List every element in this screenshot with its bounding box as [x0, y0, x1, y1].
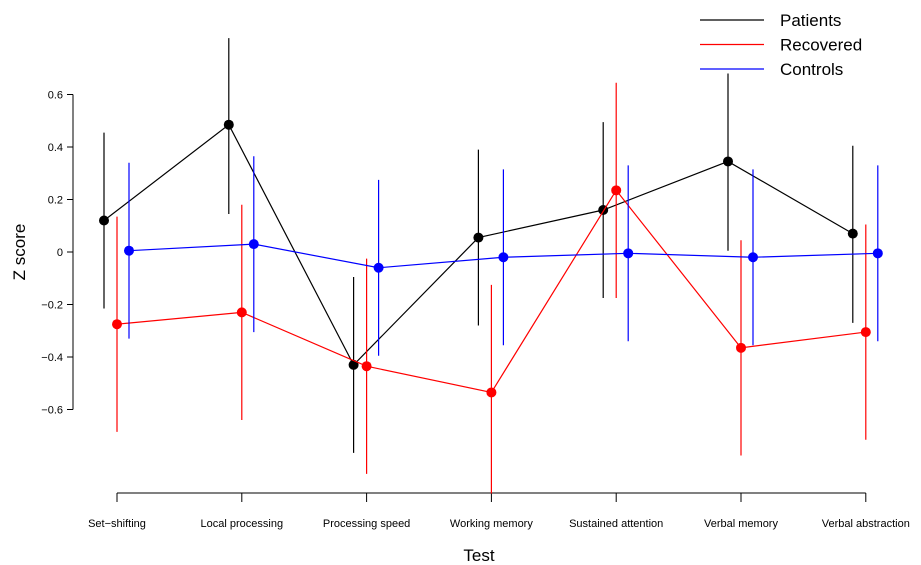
- legend-label: Patients: [780, 11, 841, 30]
- y-tick-label: 0.4: [48, 142, 63, 154]
- data-point: [498, 252, 509, 263]
- data-point: [860, 327, 871, 338]
- data-point: [872, 248, 883, 259]
- y-axis-title: Z score: [10, 224, 29, 281]
- data-point: [124, 245, 134, 256]
- x-axis: Set−shifting Local processing Processing s…: [88, 492, 910, 530]
- y-tick-label: −0.6: [41, 405, 63, 417]
- x-tick-label: Sustained attention: [569, 518, 663, 530]
- data-point: [99, 215, 109, 226]
- y-tick-label: −0.2: [41, 300, 63, 312]
- data-point: [473, 232, 484, 243]
- x-tick-label: Working memory: [450, 518, 533, 530]
- data-point: [723, 156, 733, 167]
- y-tick-label: 0.6: [48, 90, 63, 102]
- data-point: [361, 361, 372, 372]
- x-tick-label: Local processing: [201, 518, 284, 530]
- y-tick-label: −0.4: [41, 352, 63, 364]
- x-tick-label: Verbal abstraction: [822, 518, 910, 530]
- data-point: [373, 262, 384, 273]
- legend-label: Controls: [780, 60, 843, 79]
- data-point: [223, 119, 234, 130]
- y-axis: 0.6 0.4 0.2 0 −0.2 −0.4 −0.6: [41, 90, 74, 417]
- x-tick-label: Set−shifting: [88, 518, 146, 530]
- y-tick-label: 0: [57, 247, 63, 259]
- data-point: [236, 307, 247, 318]
- data-point: [112, 319, 122, 330]
- x-axis-title: Test: [463, 546, 494, 565]
- series-controls: [124, 156, 883, 356]
- y-tick-label: 0.2: [48, 195, 63, 207]
- data-point: [348, 359, 359, 370]
- data-point: [748, 252, 758, 263]
- series-recovered: [112, 82, 871, 494]
- data-point: [736, 342, 746, 353]
- series-patients: [99, 38, 858, 453]
- data-point: [847, 228, 858, 239]
- x-tick-label: Verbal memory: [704, 518, 778, 530]
- data-point: [486, 387, 497, 398]
- legend: Patients Recovered Controls: [700, 11, 862, 79]
- legend-label: Recovered: [780, 36, 862, 55]
- data-point: [248, 239, 259, 250]
- x-tick-label: Processing speed: [323, 518, 410, 530]
- data-point: [611, 185, 622, 196]
- data-point: [623, 248, 634, 259]
- plot-area: [99, 38, 883, 494]
